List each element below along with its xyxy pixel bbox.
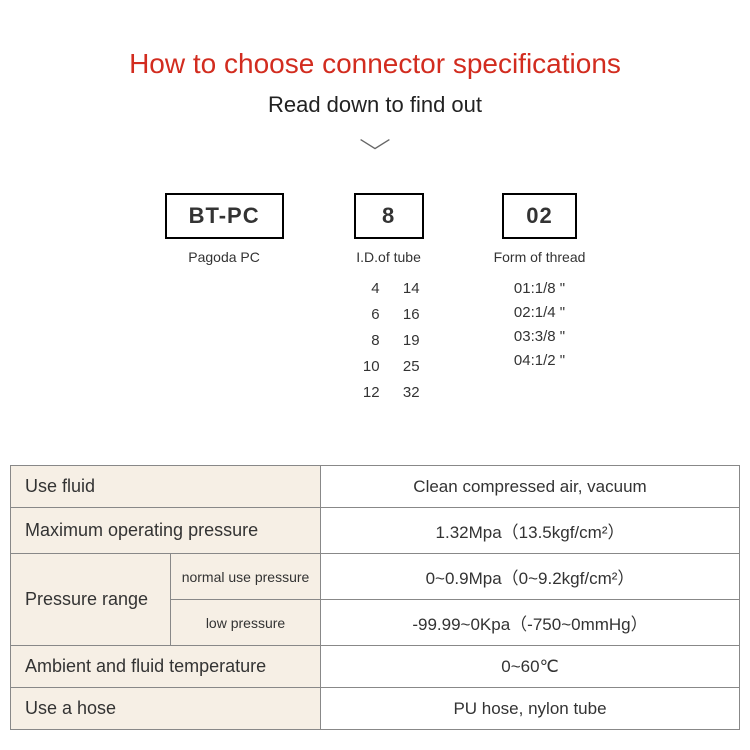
spec-value: 1.32Mpa（13.5kgf/cm²） <box>321 508 740 554</box>
tube-val: 4 <box>358 277 380 301</box>
code-label-thread: Form of thread <box>494 249 586 265</box>
spec-sublabel: low pressure <box>171 600 321 646</box>
tube-val: 19 <box>398 329 420 353</box>
thread-line: 02:1/4 " <box>514 301 565 325</box>
spec-label: Maximum operating pressure <box>11 508 321 554</box>
page-title: How to choose connector specifications <box>0 48 750 80</box>
spec-value: Clean compressed air, vacuum <box>321 466 740 508</box>
tube-size-grid: 4 14 6 16 8 19 10 25 12 32 <box>358 277 420 405</box>
table-row: Use fluid Clean compressed air, vacuum <box>11 466 740 508</box>
spec-label: Pressure range <box>11 554 171 646</box>
spec-value: -99.99~0Kpa（-750~0mmHg） <box>321 600 740 646</box>
page-subtitle: Read down to find out <box>0 92 750 118</box>
thread-line: 01:1/8 " <box>514 277 565 301</box>
tube-val: 6 <box>358 303 380 327</box>
tube-val: 14 <box>398 277 420 301</box>
code-col-thread: 02 Form of thread 01:1/8 " 02:1/4 " 03:3… <box>494 193 586 405</box>
table-row: Use a hose PU hose, nylon tube <box>11 688 740 730</box>
spec-value: 0~60℃ <box>321 646 740 688</box>
code-label-model: Pagoda PC <box>188 249 260 265</box>
code-box-thread: 02 <box>502 193 576 239</box>
spec-value: PU hose, nylon tube <box>321 688 740 730</box>
code-label-tube: I.D.of tube <box>356 249 421 265</box>
table-row: Maximum operating pressure 1.32Mpa（13.5k… <box>11 508 740 554</box>
code-col-tube: 8 I.D.of tube 4 14 6 16 8 19 10 25 12 32 <box>354 193 424 405</box>
thread-line: 03:3/8 " <box>514 325 565 349</box>
tube-val: 32 <box>398 381 420 405</box>
spec-table: Use fluid Clean compressed air, vacuum M… <box>10 465 740 730</box>
code-breakdown: BT-PC Pagoda PC 8 I.D.of tube 414 616 81… <box>0 193 750 405</box>
spec-value: 0~0.9Mpa（0~9.2kgf/cm²） <box>321 554 740 600</box>
thread-list: 01:1/8 " 02:1/4 " 03:3/8 " 04:1/2 " <box>514 277 565 373</box>
tube-val: 10 <box>358 355 380 379</box>
spec-label: Use fluid <box>11 466 321 508</box>
table-row: Pressure range normal use pressure 0~0.9… <box>11 554 740 600</box>
tube-val: 8 <box>358 329 380 353</box>
table-row: Ambient and fluid temperature 0~60℃ <box>11 646 740 688</box>
code-col-model: BT-PC Pagoda PC <box>165 193 284 405</box>
spec-sublabel: normal use pressure <box>171 554 321 600</box>
tube-val: 12 <box>358 381 380 405</box>
thread-line: 04:1/2 " <box>514 349 565 373</box>
spec-label: Use a hose <box>11 688 321 730</box>
code-box-tube: 8 <box>354 193 424 239</box>
chevron-down-icon <box>0 136 750 159</box>
spec-label: Ambient and fluid temperature <box>11 646 321 688</box>
code-box-model: BT-PC <box>165 193 284 239</box>
tube-val: 25 <box>398 355 420 379</box>
tube-val: 16 <box>398 303 420 327</box>
